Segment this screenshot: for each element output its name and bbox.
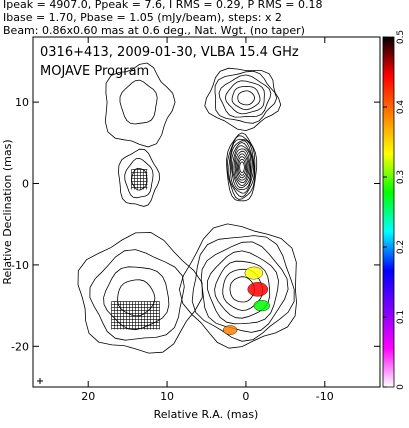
polarization-patch: [222, 325, 238, 335]
contour-line: [231, 85, 261, 111]
contour-line: [234, 150, 250, 184]
contour-line: [119, 79, 158, 125]
header-line-1: Ipeak = 4907.0, Ppeak = 7.6, I RMS = 0.2…: [3, 0, 323, 11]
x-tick-label: 20: [81, 390, 95, 403]
contour-line: [178, 223, 297, 349]
contour-line: [204, 67, 282, 132]
y-axis-ticks: 10 0 -10 -20: [11, 96, 380, 353]
contour-line: [237, 90, 256, 106]
contour-line: [230, 140, 255, 194]
contour-line: [118, 148, 160, 207]
x-tick-label: -10: [316, 390, 334, 403]
plot-frame: [32, 36, 381, 388]
colorbar-tick-label: 0.2: [396, 240, 406, 254]
contour-line: [89, 249, 185, 341]
polarization-patch: [244, 266, 264, 280]
colorbar-ticks: 0 0.1 0.2 0.3 0.4 0.5: [383, 30, 406, 390]
colorbar-tick-label: 0: [396, 384, 406, 390]
contour-line: [104, 62, 176, 148]
contour-line: [214, 260, 271, 319]
contour-line: [228, 138, 255, 198]
contour-line: [238, 158, 246, 176]
beam-marker: [37, 378, 43, 384]
contour-line: [236, 156, 247, 179]
x-axis-ticks: 20 10 0 -10: [81, 37, 334, 403]
plot-subtitle: MOJAVE Program: [40, 64, 149, 79]
plot-title: 0316+413, 2009-01-30, VLBA 15.4 GHz: [40, 45, 299, 60]
contour-line: [131, 167, 148, 191]
contour-line: [229, 276, 255, 303]
header-line-2: Ibase = 1.70, Pbase = 1.05 (mJy/beam), s…: [3, 11, 282, 24]
colorbar: [382, 36, 395, 388]
contour-line: [200, 241, 289, 333]
x-axis-label: Relative R.A. (mas): [154, 408, 259, 421]
contour-line: [206, 250, 279, 325]
x-tick-label: 0: [242, 390, 249, 403]
x-tick-label: 10: [160, 390, 174, 403]
contour-line: [235, 153, 249, 181]
contour-line: [218, 74, 272, 118]
contour-line: [231, 142, 253, 190]
contour-line: [77, 232, 203, 354]
header-line-3: Beam: 0.86x0.60 mas at 0.6 deg., Nat. Wg…: [3, 24, 305, 37]
polarization-patch: [253, 300, 270, 312]
colorbar-tick-label: 0.4: [396, 100, 406, 115]
colorbar-tick-label: 0.1: [396, 310, 406, 324]
contour-line: [233, 148, 251, 187]
polarization-layer: [222, 266, 270, 335]
contour-line: [214, 70, 278, 124]
polarization-patch: [247, 282, 268, 297]
y-tick-label: -20: [11, 340, 29, 353]
contour-line: [224, 80, 265, 115]
y-tick-label: 10: [15, 96, 29, 109]
contour-line: [191, 235, 295, 342]
contour-line: [226, 132, 258, 202]
contour-line: [231, 145, 252, 189]
contour-line: [103, 266, 170, 331]
y-tick-label: -10: [11, 259, 29, 272]
colorbar-tick-label: 0.3: [396, 170, 406, 184]
contour-line: [124, 157, 154, 199]
y-axis-label: Relative Declination (mas): [1, 139, 14, 284]
y-tick-label: 0: [22, 178, 29, 191]
colorbar-tick-label: 0.5: [396, 30, 406, 44]
contour-line: [239, 161, 245, 174]
contour-line: [226, 135, 256, 200]
